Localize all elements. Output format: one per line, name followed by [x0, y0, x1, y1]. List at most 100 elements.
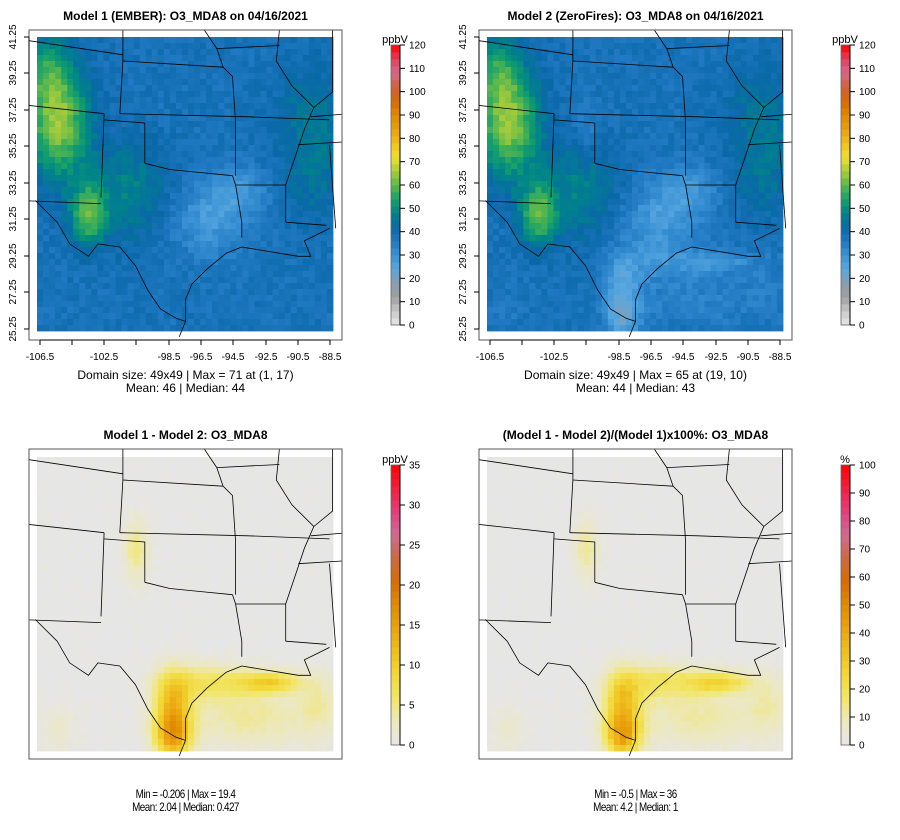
heatmap-cell: [302, 61, 310, 68]
heatmap-cell: [308, 301, 316, 308]
heatmap-cell: [758, 115, 766, 122]
heatmap-cell: [103, 271, 110, 278]
heatmap-cell: [710, 295, 717, 302]
heatmap-cell: [230, 295, 237, 302]
heatmap-cell: [571, 37, 579, 44]
heatmap-cell: [61, 271, 68, 278]
heatmap-cell: [511, 307, 518, 314]
heatmap-cell: [103, 61, 110, 68]
heatmap-cell: [686, 319, 693, 326]
heatmap-cell: [163, 79, 171, 86]
heatmap-cell: [73, 85, 80, 92]
heatmap-cell: [302, 247, 310, 254]
colorbar-segment: [391, 94, 400, 102]
heatmap-cell: [577, 79, 585, 86]
heatmap-cell: [493, 217, 500, 224]
heatmap-cell: [547, 163, 554, 170]
heatmap-cell: [49, 181, 56, 188]
heatmap-cell: [175, 127, 183, 134]
heatmap-cell: [200, 103, 207, 110]
heatmap-cell: [680, 283, 687, 290]
heatmap-cell: [212, 181, 219, 188]
heatmap-cell: [61, 277, 68, 284]
heatmap-cell: [553, 313, 560, 320]
heatmap-cell: [764, 313, 772, 320]
heatmap-cell: [308, 157, 316, 164]
heatmap-cell: [194, 85, 201, 92]
heatmap-cell: [248, 73, 255, 80]
heatmap-cell: [103, 103, 110, 110]
heatmap-cell: [577, 145, 585, 152]
heatmap-cell: [248, 205, 255, 212]
heatmap-cell: [194, 259, 201, 266]
heatmap-cell: [559, 175, 566, 182]
heatmap-cell: [758, 121, 766, 128]
heatmap-cell: [716, 187, 723, 194]
heatmap-cell: [650, 109, 657, 116]
heatmap-cell: [260, 127, 267, 134]
heatmap-cell: [194, 37, 201, 44]
heatmap-cell: [157, 187, 165, 194]
heatmap-cell: [272, 229, 280, 236]
heatmap-cell: [248, 295, 255, 302]
heatmap-cell: [656, 151, 663, 158]
heatmap-cell: [493, 283, 500, 290]
heatmap-cell: [487, 241, 494, 248]
heatmap-cell: [188, 211, 195, 218]
heatmap-cell: [109, 271, 116, 278]
heatmap-cell: [73, 289, 80, 296]
heatmap-cell: [91, 247, 98, 254]
heatmap-cell: [175, 265, 183, 272]
heatmap-cell: [710, 157, 717, 164]
heatmap-cell: [487, 97, 494, 104]
heatmap-cell: [764, 181, 772, 188]
heatmap-cell: [302, 133, 310, 140]
heatmap-cell: [770, 133, 778, 140]
heatmap-cell: [320, 295, 328, 302]
heatmap-cell: [200, 115, 207, 122]
heatmap-cell: [278, 325, 286, 332]
heatmap-cell: [181, 259, 189, 266]
heatmap-cell: [589, 37, 597, 44]
heatmap-cell: [710, 145, 717, 152]
heatmap-cell: [601, 277, 609, 284]
heatmap-cell: [260, 157, 267, 164]
heatmap-cell: [716, 139, 723, 146]
heatmap-cell: [43, 319, 50, 326]
heatmap-cell: [85, 325, 92, 332]
heatmap-cell: [541, 235, 548, 242]
heatmap-cell: [181, 199, 189, 206]
heatmap-cell: [230, 139, 237, 146]
heatmap-cell: [224, 85, 231, 92]
heatmap-cell: [230, 97, 237, 104]
heatmap-cell: [656, 247, 663, 254]
heatmap-cell: [595, 55, 603, 62]
heatmap-cell: [67, 151, 74, 158]
heatmap-cell: [625, 55, 633, 62]
heatmap-cell: [188, 151, 195, 158]
heatmap-cell: [583, 229, 591, 236]
heatmap-cell: [565, 325, 572, 332]
heatmap-cell: [181, 229, 189, 236]
heatmap-cell: [266, 247, 273, 254]
heatmap-cell: [163, 253, 171, 260]
heatmap-cell: [79, 175, 86, 182]
heatmap-cell: [589, 49, 597, 56]
heatmap-cell: [764, 301, 772, 308]
heatmap-cell: [103, 43, 110, 50]
heatmap-cell: [529, 265, 536, 272]
heatmap-cell: [589, 247, 597, 254]
heatmap-cell: [139, 91, 147, 98]
colorbar-segment: [391, 157, 400, 165]
heatmap-cell: [680, 79, 687, 86]
heatmap-cell: [278, 85, 286, 92]
heatmap-cell: [613, 43, 621, 50]
heatmap-cell: [571, 277, 579, 284]
heatmap-cell: [175, 175, 183, 182]
heatmap-cell: [644, 295, 651, 302]
heatmap-cell: [668, 283, 675, 290]
heatmap-cell: [487, 61, 494, 68]
heatmap-cell: [698, 265, 705, 272]
heatmap-cell: [559, 115, 566, 122]
heatmap-cell: [314, 163, 322, 170]
